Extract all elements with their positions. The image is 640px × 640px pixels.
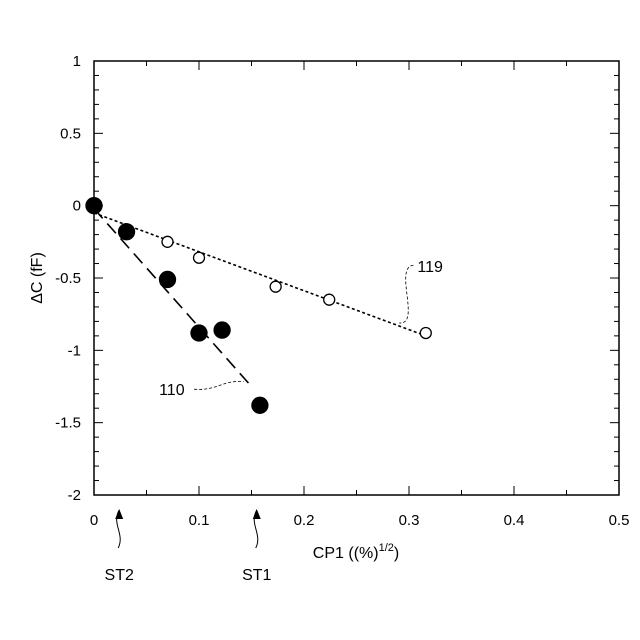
y-tick-label: -0.5 [55, 270, 81, 287]
x-tick-label: 0.4 [504, 512, 525, 529]
point-119 [420, 327, 431, 338]
point-119 [324, 294, 335, 305]
arrow-head-ST1 [253, 509, 261, 519]
point-119 [270, 281, 281, 292]
fit-lines [94, 209, 426, 387]
arrow-label-ST1: ST1 [242, 567, 271, 584]
point-110 [119, 224, 135, 240]
point-110 [191, 325, 207, 341]
x-tick-label: 0 [90, 512, 98, 529]
point-110 [252, 397, 268, 413]
tick-labels: 0 0.1 0.2 0.3 0.4 0.5 1 0.5 0 -0.5 -1 -1.5 -2 [55, 53, 629, 529]
point-110 [160, 271, 176, 287]
y-tick-label: -2 [68, 487, 81, 504]
x-tick-label: 0.3 [399, 512, 420, 529]
y-tick-label: 0.5 [60, 125, 81, 142]
fit-line-119 [94, 213, 426, 336]
annotation-label-119: 119 [417, 259, 443, 276]
y-tick-label: -1.5 [55, 415, 81, 432]
x-axis-title: CP1 ((%)1/2) [313, 542, 399, 562]
point-110 [214, 322, 230, 338]
x-tick-label: 0.2 [294, 512, 315, 529]
x-axis-title-end: ) [394, 545, 399, 562]
arrow-head-ST2 [115, 509, 123, 519]
data-points [86, 198, 431, 414]
annotation-leader-119 [399, 265, 413, 323]
point-119 [162, 236, 173, 247]
x-axis-title-superscript: 1/2 [379, 542, 394, 554]
y-axis-title: ΔC (fF) [29, 252, 46, 304]
point-119 [194, 252, 205, 263]
x-axis-title-main: CP1 ((%) [313, 545, 379, 562]
x-tick-label: 0.1 [189, 512, 210, 529]
y-tick-label: 0 [73, 198, 81, 215]
x-tick-label: 0.5 [609, 512, 630, 529]
arrow-label-ST2: ST2 [105, 567, 134, 584]
fit-line-110 [94, 209, 252, 387]
y-tick-label: 1 [73, 53, 81, 70]
annotation-leader-110 [194, 381, 244, 389]
annotation-label-110: 110 [159, 382, 185, 399]
y-tick-label: -1 [68, 342, 81, 359]
